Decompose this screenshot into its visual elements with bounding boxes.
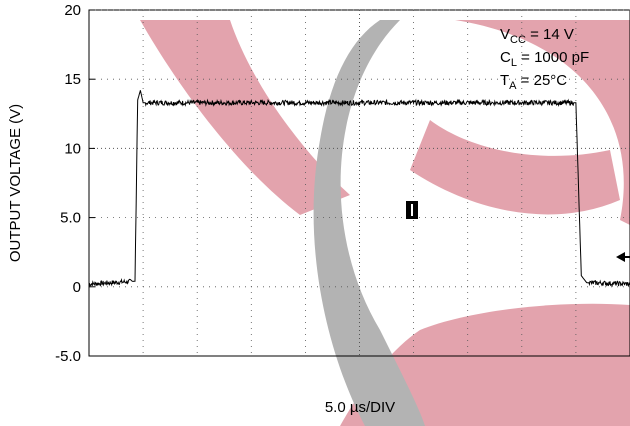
watermark-red-ring [455, 20, 630, 225]
y-tick-label: 10 [64, 140, 81, 157]
output-voltage-trace [88, 90, 630, 288]
x-axis-label: 5.0 µs/DIV [325, 399, 395, 416]
plot-area: 20 15 10 5.0 0 -5.0 [55, 2, 630, 365]
y-tick-label: -5.0 [55, 348, 81, 365]
condition-ta: TA = 25°C [500, 72, 567, 92]
watermark-red-arc-left [140, 20, 350, 215]
ground-level-marker [616, 252, 630, 262]
condition-cl: CL = 1000 pF [500, 49, 589, 69]
y-axis-label: OUTPUT VOLTAGE (V) [7, 104, 24, 262]
trigger-position-marker [406, 201, 418, 219]
condition-vcc: VCC = 14 V [500, 26, 574, 46]
watermark-logo [140, 20, 630, 426]
y-tick-label: 20 [64, 2, 81, 19]
watermark-red-swoosh-bottom [340, 303, 630, 426]
y-tick-label: 5.0 [60, 210, 81, 227]
y-tick-labels: 20 15 10 5.0 0 -5.0 [55, 2, 81, 365]
x-axis-label-value: 5.0 [325, 399, 350, 416]
x-axis-label-unit: µs/DIV [350, 399, 395, 416]
y-tick-label: 0 [73, 279, 81, 296]
watermark-gray-arc [313, 20, 425, 426]
y-tick-label: 15 [64, 71, 81, 88]
test-conditions: VCC = 14 V CL = 1000 pF TA = 25°C [500, 26, 589, 92]
grid [89, 9, 630, 356]
watermark-red-ring-inner [410, 120, 620, 215]
